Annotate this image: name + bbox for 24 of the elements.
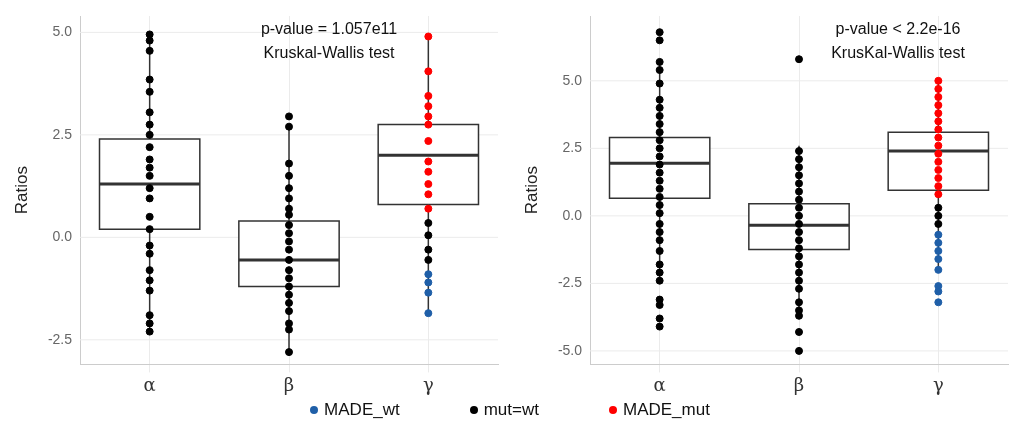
y-tick-label: 5.0 xyxy=(562,71,583,88)
y-tick-label: 0.0 xyxy=(52,228,73,245)
x-tick-label: β xyxy=(793,373,805,395)
y-tick-label: 0.0 xyxy=(562,206,583,223)
annotation: KrusKal-Wallis test xyxy=(831,44,966,62)
x-tick-label: α xyxy=(653,373,666,395)
y-tick-label: -5.0 xyxy=(557,341,583,358)
y-axis-title: Ratios xyxy=(11,166,31,215)
y-tick-label: -2.5 xyxy=(557,274,583,291)
y-tick-label: 5.0 xyxy=(52,23,73,40)
y-tick-label: 2.5 xyxy=(52,125,73,142)
x-tick-label: α xyxy=(143,373,156,395)
y-tick-label: -2.5 xyxy=(47,330,73,347)
legend-label: MADE_wt xyxy=(324,400,400,420)
y-tick-label: 2.5 xyxy=(562,139,583,156)
x-tick-label: β xyxy=(283,373,295,395)
legend-label: MADE_mut xyxy=(622,400,710,420)
x-tick-label: γ xyxy=(932,373,944,395)
annotation: Kruskal-Wallis test xyxy=(263,44,396,62)
x-tick-label: γ xyxy=(422,373,434,395)
annotation: p-value < 2.2e-16 xyxy=(835,20,961,38)
legend-label: mut=wt xyxy=(483,400,539,420)
annotation: p-value = 1.057e11 xyxy=(260,20,398,38)
y-axis-title: Ratios xyxy=(521,166,541,215)
